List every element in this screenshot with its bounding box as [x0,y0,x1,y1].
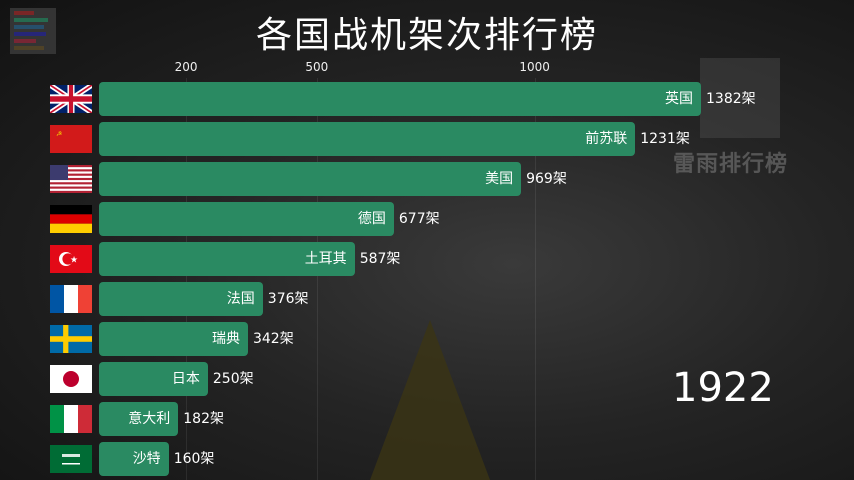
value-label: 182架 [183,411,224,427]
value-label: 160架 [173,451,215,467]
gridline [534,78,536,480]
bar-label: 日本 [171,371,200,387]
gridline [316,78,318,480]
bar-2 [99,162,522,196]
value-label: 250架 [212,371,254,387]
value-label: 1231架 [640,131,690,147]
gridline [186,78,188,480]
bar-label: 美国 [485,171,514,187]
flag-germany-icon [50,205,92,233]
value-label: 969架 [526,171,567,187]
value-label: 1382架 [706,91,756,107]
flag-uk-icon [50,85,92,113]
bar-4 [99,242,355,276]
year-label: 1922 [672,365,774,411]
bar-label: 前苏联 [585,131,628,147]
bar-label: 英国 [665,91,693,107]
bar-3 [99,202,394,236]
x-tick-label: 200 [174,60,198,74]
watermark: 雷雨排行榜 [673,152,789,177]
value-label: 342架 [252,331,294,347]
bar-0 [99,82,701,116]
background-runway [370,320,490,480]
bar-5 [99,282,263,316]
bar-8 [99,402,179,436]
flag-italy-icon [50,405,92,433]
bar-label: 法国 [226,291,255,307]
chart-title: 各国战机架次排行榜 [255,15,598,56]
flag-usa-icon [50,165,92,193]
bar-label: 沙特 [132,451,161,467]
flag-japan-icon [50,365,92,393]
bar-label: 土耳其 [304,251,347,267]
svg-text:☭: ☭ [56,130,62,138]
value-label: 587架 [359,251,401,267]
bar-label: 意大利 [128,411,171,427]
flag-france-icon [50,285,92,313]
value-label: 677架 [398,211,440,227]
x-tick-label: 500 [305,60,329,74]
bar-label: 瑞典 [211,331,240,347]
channel-logo [10,8,56,54]
bar-1 [99,122,636,156]
value-label: 376架 [267,291,309,307]
flag-turkey-icon: ★ [50,245,92,273]
bar-9 [99,442,169,476]
flag-sweden-icon [50,325,92,353]
x-tick-label: 1000 [519,60,550,74]
bar-label: 德国 [357,211,386,227]
bar-7 [99,362,208,396]
bar-6 [99,322,248,356]
watermark-chart-icon [700,58,780,138]
svg-text:★: ★ [70,256,78,266]
flag-ussr-icon: ☭ [50,125,92,153]
flag-saudi-icon [50,445,92,473]
